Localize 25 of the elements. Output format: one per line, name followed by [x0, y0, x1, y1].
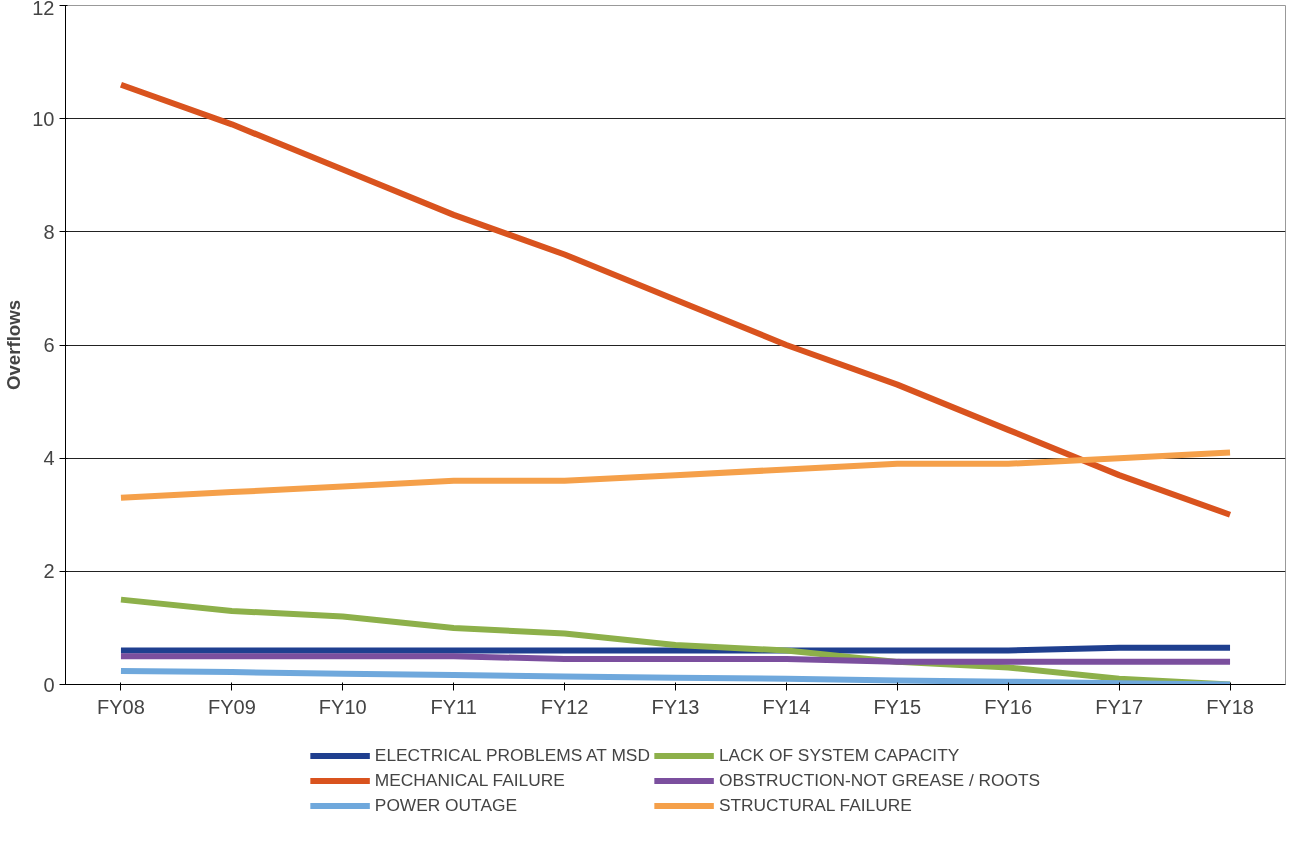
x-tick-label: FY13 — [651, 695, 700, 718]
y-axis-title: Overflows — [3, 299, 25, 391]
y-tick-label: 8 — [43, 220, 55, 243]
legend-label: OBSTRUCTION-NOT GREASE / ROOTS — [718, 769, 1041, 791]
y-tick-label: 2 — [43, 560, 55, 583]
y-tick-label: 4 — [43, 447, 55, 470]
legend-label: MECHANICAL FAILURE — [374, 769, 565, 791]
legend-label: POWER OUTAGE — [374, 794, 518, 816]
x-tick-label: FY18 — [1206, 695, 1254, 718]
x-tick-label: FY16 — [984, 695, 1033, 718]
y-tick-label: 10 — [32, 107, 55, 130]
legend-label: ELECTRICAL PROBLEMS AT MSD — [374, 744, 650, 766]
legend-label: LACK OF SYSTEM CAPACITY — [718, 744, 960, 766]
x-tick-label: FY12 — [540, 695, 589, 718]
x-tick-label: FY10 — [318, 695, 367, 718]
x-tick-label: FY08 — [97, 695, 145, 718]
x-tick-label: FY11 — [430, 695, 477, 718]
y-tick-label: 12 — [32, 0, 55, 19]
y-tick-label: 6 — [43, 334, 55, 356]
x-tick-label: FY09 — [207, 695, 256, 718]
x-tick-label: FY15 — [873, 695, 922, 718]
legend-label: STRUCTURAL FAILURE — [718, 794, 912, 816]
x-tick-label: FY17 — [1095, 695, 1144, 718]
x-tick-label: FY14 — [762, 695, 811, 718]
y-tick-label: 0 — [43, 673, 55, 696]
